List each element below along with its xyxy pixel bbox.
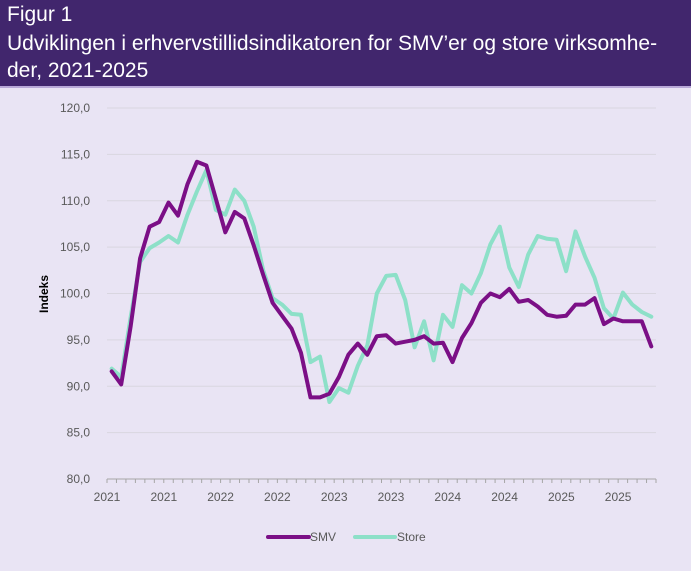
- x-tick-label: 2021: [94, 490, 121, 504]
- header-divider: [0, 86, 691, 88]
- legend-label-smv: SMV: [310, 530, 336, 544]
- legend: SMV Store: [266, 530, 426, 544]
- y-axis-title: Indeks: [37, 275, 51, 313]
- gridlines: [107, 107, 656, 434]
- y-tick-label: 90,0: [67, 379, 91, 393]
- y-axis-ticks: 80,0 85,0 90,0 95,0 100,0 105,0 110,0 115,0 120,…: [60, 101, 90, 486]
- y-tick-label: 85,0: [67, 426, 91, 440]
- x-tick-label: 2023: [378, 490, 405, 504]
- x-tick-label: 2021: [150, 490, 177, 504]
- chart-title: Udviklingen i erhvervstillidsindikatoren…: [7, 32, 658, 82]
- y-tick-label: 80,0: [67, 472, 91, 486]
- figure-header: Figur 1 Udviklingen i erhvervstillidsind…: [0, 0, 691, 86]
- figure-label: Figur 1: [7, 3, 73, 26]
- series-line-store: [109, 168, 654, 404]
- y-tick-label: 110,0: [61, 194, 90, 208]
- x-axis: 2021 2021 2022 2022 2023 2023 2024 2024 2025 2025: [94, 478, 657, 504]
- x-tick-label: 2024: [491, 490, 518, 504]
- x-tick-label: 2025: [605, 490, 632, 504]
- y-tick-label: 100,0: [60, 287, 90, 301]
- x-tick-label: 2024: [434, 490, 461, 504]
- x-tick-label: 2022: [264, 490, 291, 504]
- y-tick-label: 105,0: [60, 240, 90, 254]
- y-tick-label: 95,0: [67, 333, 91, 347]
- y-tick-label: 115,0: [61, 147, 90, 161]
- x-tick-label: 2025: [548, 490, 575, 504]
- series-line-smv: [109, 159, 654, 400]
- series-lines: [109, 159, 654, 404]
- legend-label-store: Store: [397, 530, 426, 544]
- y-tick-label: 120,0: [60, 101, 90, 115]
- x-tick-label: 2023: [321, 490, 348, 504]
- x-tick-label: 2022: [207, 490, 234, 504]
